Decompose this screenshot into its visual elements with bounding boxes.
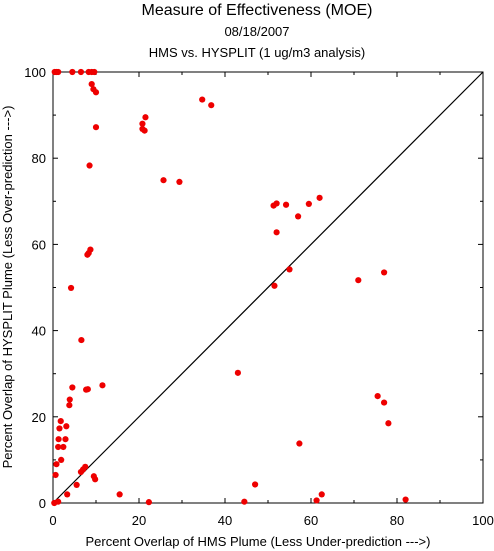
data-point xyxy=(69,68,76,76)
data-point xyxy=(55,68,62,76)
data-point xyxy=(273,200,280,207)
data-point xyxy=(273,229,280,236)
data-point xyxy=(199,96,206,103)
data-point xyxy=(63,423,70,430)
x-tick-label: 40 xyxy=(218,513,232,528)
data-point xyxy=(83,386,90,393)
data-point xyxy=(142,114,149,121)
data-point xyxy=(295,213,302,220)
data-point xyxy=(286,266,293,273)
data-point xyxy=(402,496,409,503)
data-point xyxy=(318,491,325,498)
data-point xyxy=(296,440,303,447)
data-point xyxy=(252,481,259,488)
data-point xyxy=(60,443,67,451)
chart-subtitle: HMS vs. HYSPLIT (1 ug/m3 analysis) xyxy=(149,45,366,60)
x-tick-label: 60 xyxy=(304,513,318,528)
data-point xyxy=(56,425,63,432)
y-tick-label: 80 xyxy=(32,151,46,166)
data-point xyxy=(53,461,60,468)
data-point xyxy=(313,497,320,504)
x-axis-label: Percent Overlap of HMS Plume (Less Under… xyxy=(86,534,431,549)
data-point xyxy=(282,201,290,208)
data-point xyxy=(92,124,100,131)
data-point xyxy=(57,418,64,425)
data-point xyxy=(86,162,93,169)
data-point xyxy=(55,436,62,443)
data-point xyxy=(305,200,312,207)
data-point xyxy=(176,178,183,186)
data-point xyxy=(64,491,71,498)
data-point xyxy=(241,498,248,505)
data-point xyxy=(55,498,62,505)
data-point xyxy=(160,177,167,184)
data-point xyxy=(116,491,123,498)
data-point xyxy=(77,68,85,76)
data-point xyxy=(145,499,152,506)
data-point xyxy=(67,284,75,292)
data-point xyxy=(84,251,91,258)
data-point xyxy=(77,468,85,476)
data-point xyxy=(52,471,59,479)
plot-area: 0 20 40 60 80 100 0 20 40 60 80 100 xyxy=(24,65,494,528)
x-tick-label: 100 xyxy=(472,513,494,528)
data-point xyxy=(374,393,381,400)
data-point xyxy=(58,456,65,463)
data-point xyxy=(55,443,62,451)
data-point xyxy=(73,481,80,488)
data-point xyxy=(92,476,99,483)
y-tick-label: 40 xyxy=(32,324,46,339)
y-tick-label: 0 xyxy=(39,496,46,511)
data-point xyxy=(88,80,95,88)
reference-line xyxy=(52,71,484,504)
x-tick-label: 80 xyxy=(390,513,404,528)
data-point xyxy=(141,127,148,134)
y-tick-label: 100 xyxy=(24,65,46,80)
chart-date: 08/18/2007 xyxy=(224,24,289,39)
data-point xyxy=(139,120,146,127)
data-point xyxy=(355,277,362,284)
data-point xyxy=(316,194,323,201)
data-point xyxy=(92,89,100,96)
data-point xyxy=(99,382,106,389)
x-tick-label: 0 xyxy=(49,513,56,528)
x-tick-label: 20 xyxy=(132,513,146,528)
data-point xyxy=(385,420,392,427)
data-point xyxy=(271,282,278,289)
data-point xyxy=(69,384,76,391)
data-point xyxy=(66,396,73,403)
y-tick-label: 60 xyxy=(32,237,46,252)
data-point xyxy=(381,269,388,276)
data-point xyxy=(91,68,98,76)
data-point xyxy=(62,436,69,443)
data-point xyxy=(381,399,388,406)
y-tick-label: 20 xyxy=(32,410,46,425)
chart-title: Measure of Effectiveness (MOE) xyxy=(142,2,373,19)
data-point xyxy=(78,336,85,344)
y-axis-label: Percent Overlap of HYSPLIT Plume (Less O… xyxy=(0,106,15,469)
data-point xyxy=(208,102,215,109)
data-point xyxy=(234,369,241,376)
data-point xyxy=(66,402,73,409)
